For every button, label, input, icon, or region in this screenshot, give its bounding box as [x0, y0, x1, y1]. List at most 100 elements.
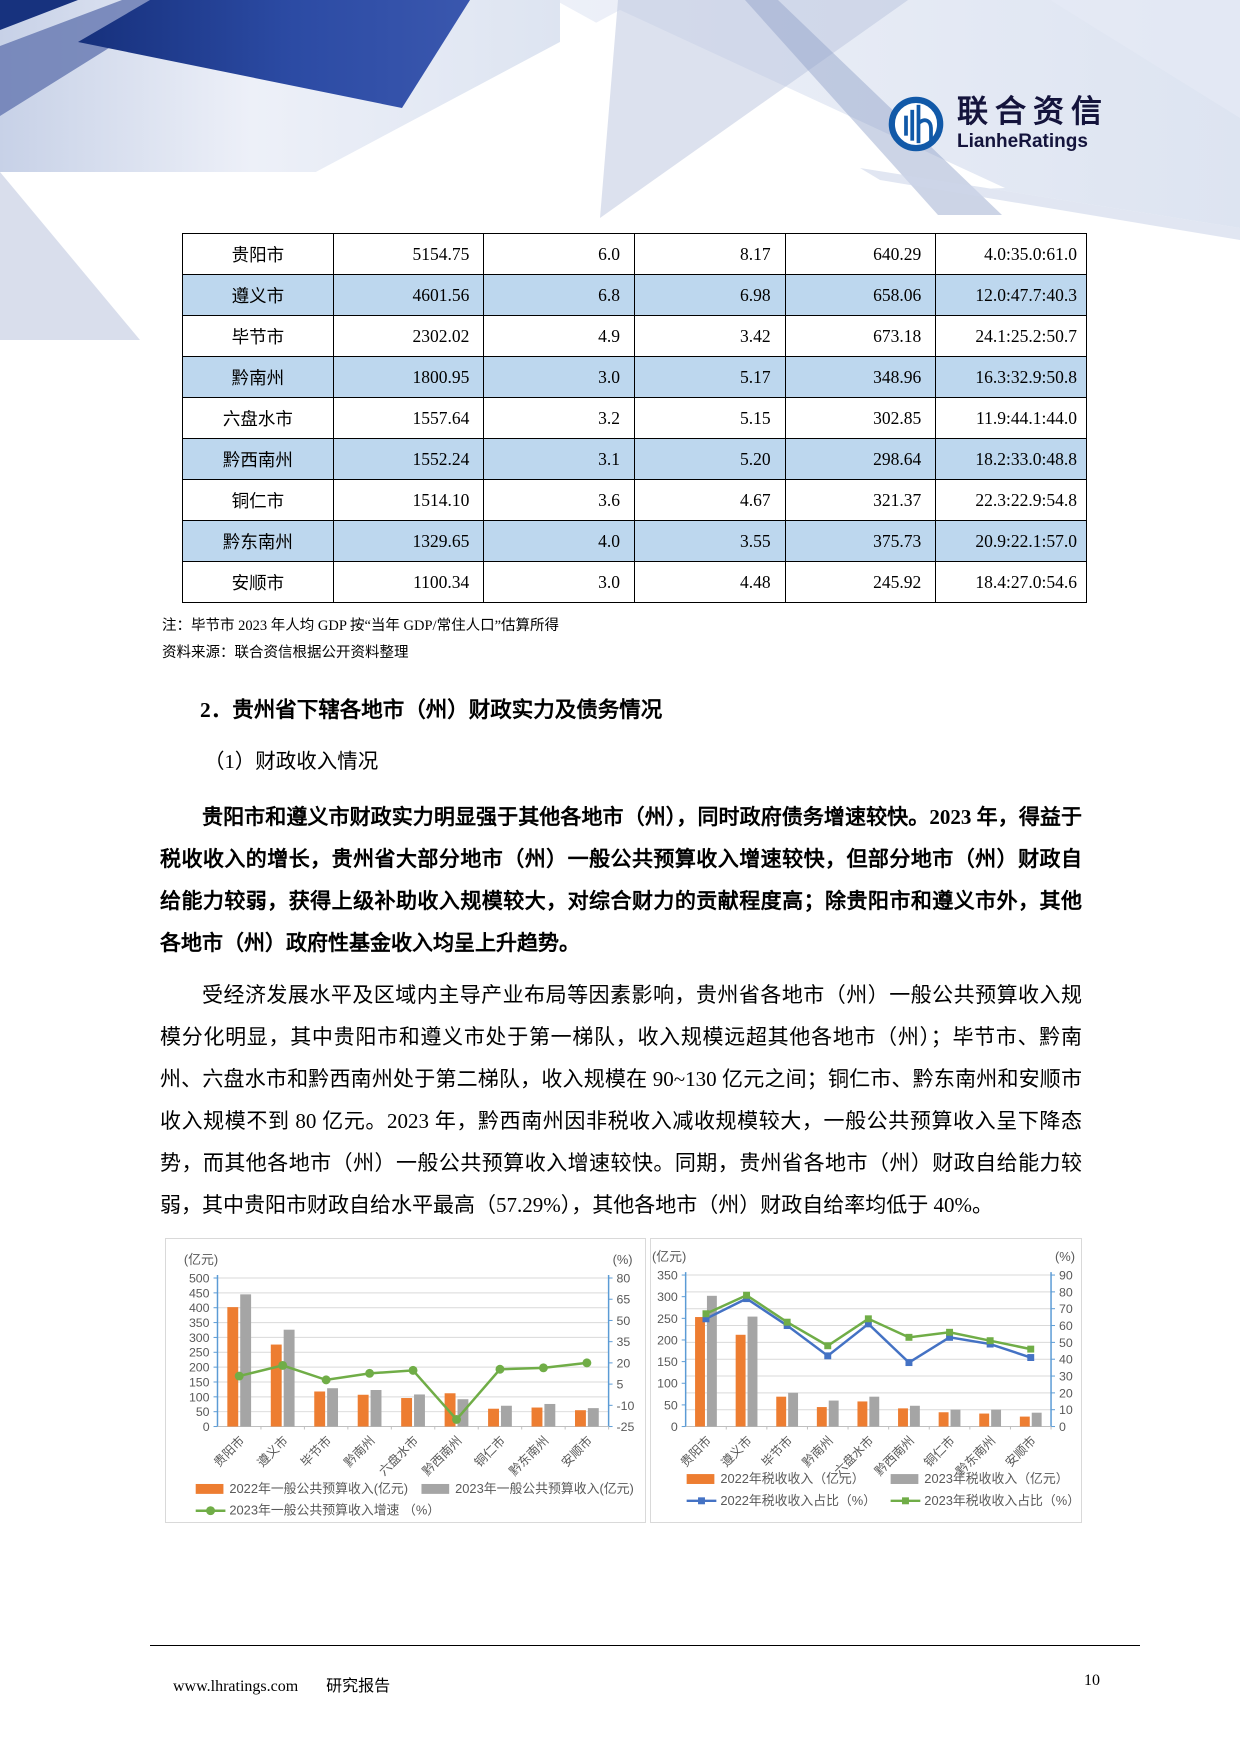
header-banner-art	[0, 0, 1240, 340]
svg-text:(亿元): (亿元)	[652, 1249, 686, 1264]
marker	[946, 1328, 954, 1336]
svg-text:50: 50	[196, 1405, 210, 1419]
table-notes: 注：毕节市 2023 年人均 GDP 按“当年 GDP/常住人口”估算所得 资料…	[162, 613, 1082, 667]
cell-v4: 245.92	[784, 561, 937, 603]
cell-ratio: 18.4:27.0:54.6	[935, 561, 1087, 603]
cell-city: 铜仁市	[182, 479, 334, 521]
svg-text:0: 0	[1059, 1420, 1066, 1434]
svg-text:300: 300	[657, 1290, 678, 1304]
marker	[946, 1333, 954, 1341]
marker	[408, 1365, 418, 1375]
cell-v1: 1557.64	[332, 397, 485, 439]
cell-v1: 5154.75	[332, 233, 485, 275]
bar	[357, 1394, 369, 1427]
marker	[743, 1291, 751, 1299]
svg-text:黔西南州: 黔西南州	[419, 1433, 465, 1479]
legend-label: 2023年一般公共预算收入增速 （%）	[229, 1503, 440, 1518]
svg-text:90: 90	[1059, 1268, 1073, 1282]
bar	[544, 1403, 556, 1427]
svg-text:200: 200	[189, 1361, 210, 1375]
svg-text:0: 0	[671, 1420, 678, 1434]
svg-text:50: 50	[664, 1398, 678, 1412]
cell-v2: 3.1	[483, 438, 635, 480]
bar	[488, 1408, 499, 1427]
svg-text:350: 350	[189, 1316, 210, 1330]
cell-city: 黔东南州	[182, 520, 334, 562]
bar	[991, 1409, 1002, 1427]
table-row: 毕节市 2302.02 4.9 3.42 673.18 24.1:25.2:50…	[182, 315, 1087, 357]
cell-v2: 6.8	[483, 274, 635, 316]
marker	[702, 1315, 710, 1323]
section-heading: 2．贵州省下辖各地市（州）财政实力及债务情况	[200, 698, 663, 722]
legend-label: 2022年税收收入占比（%）	[721, 1493, 877, 1508]
marker	[495, 1364, 505, 1374]
svg-text:(亿元): (亿元)	[184, 1252, 218, 1267]
cell-v2: 4.9	[483, 315, 635, 357]
cell-v3: 4.48	[633, 561, 786, 603]
table-row: 遵义市 4601.56 6.8 6.98 658.06 12.0:47.7:40…	[182, 274, 1087, 316]
cell-city: 六盘水市	[182, 397, 334, 439]
bar	[828, 1400, 839, 1427]
cell-ratio: 20.9:22.1:57.0	[935, 520, 1087, 562]
bar	[401, 1398, 413, 1427]
marker	[538, 1363, 548, 1373]
svg-text:(%): (%)	[613, 1252, 633, 1267]
svg-text:50: 50	[1059, 1336, 1073, 1350]
bar	[747, 1316, 758, 1427]
svg-text:安顺市: 安顺市	[558, 1433, 595, 1470]
marker	[321, 1375, 331, 1385]
svg-text:60: 60	[1059, 1319, 1073, 1333]
city-indicator-table: 贵阳市 5154.75 6.0 8.17 640.29 4.0:35.0:61.…	[182, 233, 1087, 603]
legend-swatch	[421, 1483, 450, 1494]
bar	[314, 1391, 326, 1427]
bar	[788, 1392, 799, 1427]
cell-v1: 1100.34	[332, 561, 485, 603]
table-row: 安顺市 1100.34 3.0 4.48 245.92 18.4:27.0:54…	[182, 561, 1087, 603]
svg-text:-25: -25	[617, 1420, 635, 1434]
cell-v3: 5.17	[633, 356, 786, 398]
cell-ratio: 12.0:47.7:40.3	[935, 274, 1087, 316]
lianhe-logo: 联合资信 LianheRatings	[886, 94, 1109, 154]
bar	[857, 1401, 868, 1427]
bar	[1031, 1412, 1042, 1427]
bar	[587, 1408, 599, 1427]
legend-label: 2023年税收收入占比（%）	[925, 1493, 1081, 1508]
cell-v1: 1552.24	[332, 438, 485, 480]
bar	[817, 1407, 828, 1427]
cell-v3: 5.20	[633, 438, 786, 480]
cell-v2: 3.6	[483, 479, 635, 521]
cell-v2: 3.2	[483, 397, 635, 439]
svg-text:黔南州: 黔南州	[799, 1433, 836, 1470]
cell-city: 毕节市	[182, 315, 334, 357]
cell-ratio: 24.1:25.2:50.7	[935, 315, 1087, 357]
cell-v4: 348.96	[784, 356, 937, 398]
svg-text:10: 10	[1059, 1403, 1073, 1417]
legend-label: 2023年一般公共预算收入(亿元)	[455, 1481, 634, 1496]
bar	[695, 1317, 706, 1427]
lianhe-logo-mark-icon	[888, 96, 944, 152]
marker	[865, 1320, 873, 1328]
marker	[702, 1310, 710, 1318]
bar	[327, 1388, 339, 1427]
cell-v4: 640.29	[784, 233, 937, 275]
svg-text:150: 150	[657, 1355, 678, 1369]
svg-text:80: 80	[617, 1271, 631, 1285]
cell-ratio: 16.3:32.9:50.8	[935, 356, 1087, 398]
svg-text:400: 400	[189, 1301, 210, 1315]
svg-text:200: 200	[657, 1333, 678, 1347]
bar	[227, 1307, 239, 1427]
marker	[1027, 1354, 1035, 1361]
charts-row: 0 50 100 150 200 250 300 350 400 450 500 -25 -10 5 20 3…	[165, 1238, 1082, 1523]
svg-text:80: 80	[1059, 1285, 1073, 1299]
svg-text:黔南州: 黔南州	[341, 1433, 378, 1470]
svg-text:250: 250	[189, 1346, 210, 1360]
bar	[776, 1396, 787, 1427]
bar	[575, 1410, 586, 1427]
marker	[865, 1315, 873, 1323]
marker	[278, 1360, 288, 1370]
legend-label: 2022年一般公共预算收入(亿元)	[229, 1481, 408, 1496]
cell-city: 安顺市	[182, 561, 334, 603]
svg-text:40: 40	[1059, 1353, 1073, 1367]
svg-text:贵阳市: 贵阳市	[677, 1433, 714, 1470]
marker	[905, 1333, 913, 1341]
